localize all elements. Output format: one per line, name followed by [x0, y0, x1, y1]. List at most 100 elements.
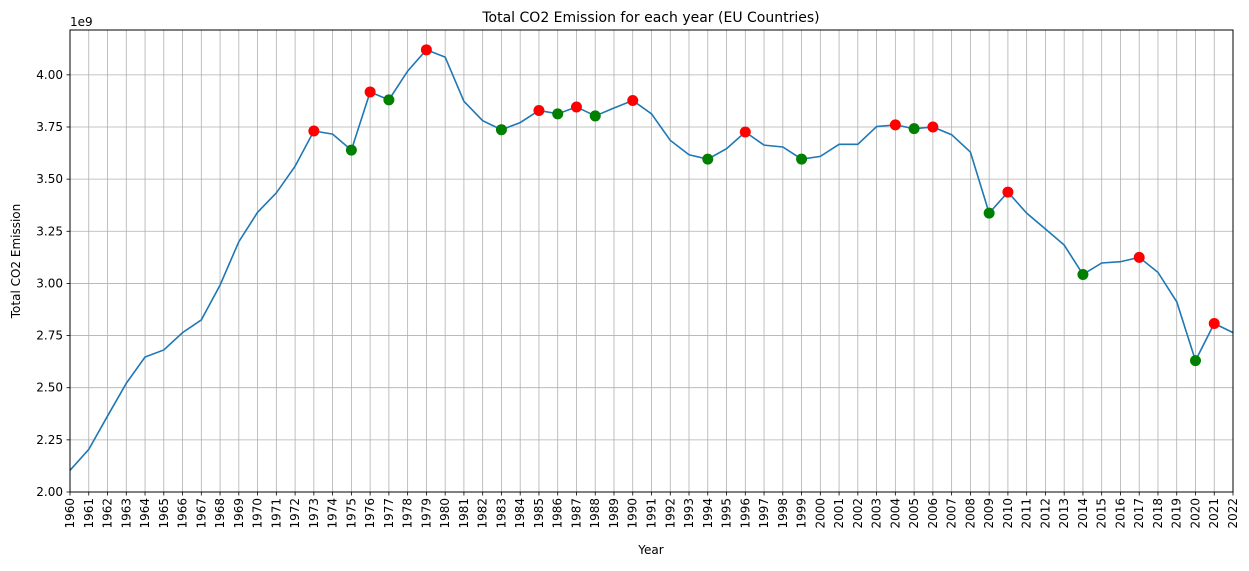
x-axis-label: Year: [637, 543, 663, 557]
x-tick-label: 2018: [1151, 498, 1165, 529]
x-tick-label: 1990: [626, 498, 640, 529]
green-marker: [702, 153, 714, 165]
x-tick-label: 2017: [1132, 498, 1146, 529]
ticks: 1960 1961 1962 1963 1964 1965 1966 1967 1968 1969…: [36, 68, 1240, 529]
red-marker: [1208, 317, 1220, 329]
x-tick-label: 1977: [382, 498, 396, 529]
red-marker: [570, 101, 582, 113]
red-marker: [533, 105, 545, 117]
red-marker: [308, 125, 320, 137]
y-tick-label: 3.25: [36, 224, 63, 238]
y-tick-label: 3.50: [36, 172, 63, 186]
x-tick-label: 2019: [1170, 498, 1184, 529]
red-marker: [889, 119, 901, 131]
x-tick-label: 1997: [757, 498, 771, 529]
green-marker: [495, 124, 507, 136]
x-tick-label: 1961: [82, 498, 96, 529]
x-tick-label: 1972: [288, 498, 302, 529]
y-tick-label: 3.75: [36, 120, 63, 134]
x-tick-label: 2000: [813, 498, 827, 529]
x-tick-label: 1988: [588, 498, 602, 529]
x-tick-label: 2016: [1113, 498, 1127, 529]
x-tick-label: 1983: [494, 498, 508, 529]
red-marker: [364, 86, 376, 98]
x-tick-label: 1992: [663, 498, 677, 529]
x-tick-label: 1991: [645, 498, 659, 529]
x-tick-label: 1986: [551, 498, 565, 529]
y-tick-label: 2.75: [36, 329, 63, 343]
x-tick-label: 2015: [1095, 498, 1109, 529]
green-marker: [796, 153, 808, 165]
series: [69, 44, 1234, 471]
emission-line: [69, 48, 1234, 471]
x-tick-label: 2007: [945, 498, 959, 529]
x-tick-label: 2001: [832, 498, 846, 529]
red-marker: [927, 121, 939, 133]
green-marker: [552, 108, 564, 120]
x-tick-label: 1979: [419, 498, 433, 529]
x-tick-label: 1998: [776, 498, 790, 529]
red-marker: [1002, 186, 1014, 198]
x-tick-label: 1996: [738, 498, 752, 529]
x-tick-label: 1994: [701, 498, 715, 529]
green-marker: [1189, 355, 1201, 367]
x-tick-label: 1974: [326, 498, 340, 529]
x-tick-label: 1995: [720, 498, 734, 529]
red-marker: [739, 126, 751, 138]
x-tick-label: 2013: [1057, 498, 1071, 529]
x-tick-label: 1978: [401, 498, 415, 529]
x-tick-label: 2005: [907, 498, 921, 529]
y-tick-label: 4.00: [36, 68, 63, 82]
x-tick-label: 1989: [607, 498, 621, 529]
grid: [69, 30, 1234, 493]
red-marker: [627, 94, 639, 106]
red-marker: [420, 44, 432, 56]
red-marker: [1133, 251, 1145, 263]
x-tick-label: 2009: [982, 498, 996, 529]
x-tick-label: 1973: [307, 498, 321, 529]
x-tick-label: 1963: [119, 498, 133, 529]
green-marker: [1077, 268, 1089, 280]
x-tick-label: 1970: [251, 498, 265, 529]
x-tick-label: 2012: [1038, 498, 1052, 529]
y-axis-label: Total CO2 Emission: [9, 204, 23, 320]
x-tick-label: 2010: [1001, 498, 1015, 529]
x-tick-label: 1980: [438, 498, 452, 529]
x-tick-label: 1966: [176, 498, 190, 529]
x-tick-label: 1960: [63, 498, 77, 529]
x-tick-label: 2021: [1207, 498, 1221, 529]
x-tick-label: 1965: [157, 498, 171, 529]
x-tick-label: 1967: [194, 498, 208, 529]
y-tick-label: 2.00: [36, 485, 63, 499]
x-tick-label: 2022: [1226, 498, 1240, 529]
x-tick-label: 1987: [569, 498, 583, 529]
y-offset-label: 1e9: [70, 15, 93, 29]
x-tick-label: 1993: [682, 498, 696, 529]
x-tick-label: 1976: [363, 498, 377, 529]
x-tick-label: 2003: [870, 498, 884, 529]
x-tick-label: 1985: [532, 498, 546, 529]
x-tick-label: 2014: [1076, 498, 1090, 529]
x-tick-label: 1962: [101, 498, 115, 529]
green-marker: [345, 144, 357, 156]
green-marker: [589, 110, 601, 122]
x-tick-label: 1975: [344, 498, 358, 529]
x-tick-label: 1981: [457, 498, 471, 529]
x-tick-label: 1968: [213, 498, 227, 529]
x-tick-label: 1969: [232, 498, 246, 529]
green-marker: [983, 207, 995, 219]
x-tick-label: 2006: [926, 498, 940, 529]
x-tick-label: 1984: [513, 498, 527, 529]
plot-frame: [69, 29, 1234, 493]
y-tick-label: 3.00: [36, 276, 63, 290]
x-tick-label: 1982: [476, 498, 490, 529]
x-tick-label: 2020: [1188, 498, 1202, 529]
chart-title: Total CO2 Emission for each year (EU Cou…: [481, 10, 819, 26]
green-marker: [383, 94, 395, 106]
green-marker: [908, 123, 920, 135]
x-tick-label: 2004: [888, 498, 902, 529]
x-tick-label: 1964: [138, 498, 152, 529]
x-tick-label: 2008: [963, 498, 977, 529]
x-tick-label: 1999: [795, 498, 809, 529]
